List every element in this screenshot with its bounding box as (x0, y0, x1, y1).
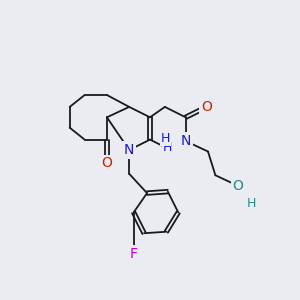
Text: N: N (124, 143, 134, 157)
Text: O: O (201, 100, 212, 114)
Text: H: H (163, 140, 172, 154)
Text: H: H (246, 197, 256, 210)
Text: O: O (101, 156, 112, 170)
Text: N: N (181, 134, 191, 148)
Text: O: O (232, 179, 243, 193)
Text: F: F (130, 247, 138, 261)
Text: H: H (161, 132, 170, 145)
